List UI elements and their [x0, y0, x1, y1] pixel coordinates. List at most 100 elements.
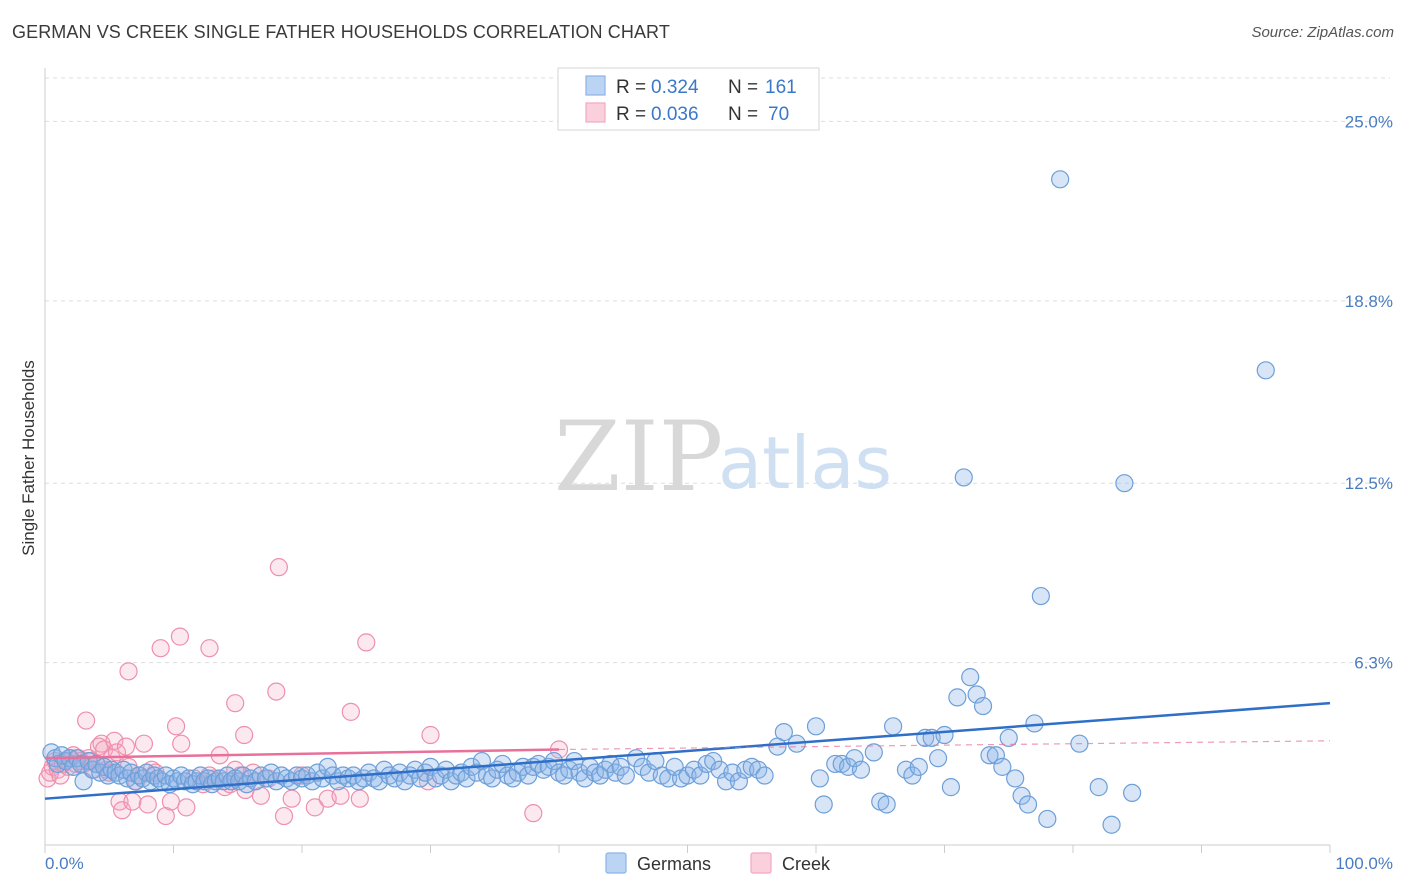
creek-point — [161, 792, 181, 811]
creek-point — [305, 798, 324, 817]
creek-point — [200, 639, 219, 658]
creek-point — [274, 806, 294, 826]
germans-point — [606, 763, 625, 782]
watermark-atlas: atlas — [718, 421, 892, 505]
germans-n-label: N = — [728, 77, 758, 98]
germans-point — [1031, 586, 1050, 606]
germans-point — [1038, 809, 1057, 829]
germans-point — [575, 769, 594, 788]
watermark: ZIP atlas — [554, 401, 892, 513]
creek-point — [123, 792, 142, 811]
germans-point — [416, 763, 435, 782]
germans-point — [877, 795, 896, 814]
germans-point — [928, 749, 948, 768]
trend-lines — [44, 701, 1331, 800]
y-tick-label: 12.5% — [1345, 474, 1393, 493]
creek-point — [119, 662, 138, 681]
germans-point — [845, 749, 864, 768]
germans-point — [483, 769, 502, 788]
creek-point — [235, 725, 254, 745]
creek-point — [170, 627, 190, 646]
legend-creek-swatch — [750, 852, 772, 874]
creek-point — [251, 786, 270, 805]
germans-point — [810, 769, 829, 788]
germans-point — [1102, 815, 1121, 834]
creek-point — [282, 789, 301, 808]
creek-point — [524, 804, 543, 823]
germans-point — [611, 757, 630, 776]
germans-point — [1089, 778, 1108, 797]
creek-swatch — [585, 102, 606, 123]
chart-source: Source: ZipAtlas.com — [1251, 24, 1394, 41]
creek-point — [269, 558, 288, 577]
grid-layer — [45, 77, 1390, 664]
germans-point — [948, 688, 967, 707]
creek-point — [267, 682, 286, 701]
germans-point — [303, 772, 322, 791]
germans-point — [529, 754, 548, 774]
creek-point — [226, 694, 245, 713]
germans-point — [457, 769, 476, 788]
germans-point — [814, 795, 833, 814]
y-tick-label: 18.8% — [1345, 292, 1393, 311]
germans-point — [591, 766, 610, 785]
germans-point — [691, 766, 710, 785]
creek-point — [177, 798, 196, 817]
creek-r-value: 0.036 — [651, 104, 699, 125]
tick-labels: 6.3% 12.5% 18.8% 25.0% 0.0% 100.0% — [45, 112, 1393, 873]
creek-point — [166, 717, 186, 736]
germans-n-value: 161 — [765, 77, 797, 98]
creek-trend-line — [44, 748, 560, 760]
germans-point — [1256, 361, 1275, 380]
watermark-zip: ZIP — [554, 401, 723, 513]
germans-point — [498, 766, 517, 785]
germans-point — [570, 763, 589, 782]
germans-point — [1115, 474, 1134, 493]
x-tick-label: 100.0% — [1335, 854, 1393, 873]
germans-point — [585, 763, 605, 782]
germans-point — [774, 723, 793, 742]
germans-point — [555, 766, 574, 785]
germans-trend-line — [44, 701, 1331, 800]
germans-point — [755, 766, 774, 785]
germans-point — [941, 778, 961, 797]
legend-germans-label: Germans — [637, 854, 711, 874]
germans-point — [1006, 769, 1025, 788]
germans-point — [954, 468, 973, 487]
y-tick-label: 25.0% — [1345, 112, 1393, 131]
germans-swatch — [585, 75, 606, 96]
creek-point — [138, 795, 157, 814]
creek-r-label: R = — [616, 104, 646, 125]
germans-point — [993, 757, 1012, 776]
creek-point — [116, 737, 136, 756]
germans-point — [1025, 714, 1044, 733]
germans-point — [596, 760, 615, 779]
germans-point — [1018, 795, 1038, 814]
germans-point — [967, 685, 986, 704]
germans-point — [961, 668, 980, 687]
y-axis-label: Single Father Households — [19, 360, 38, 556]
germans-point — [503, 769, 522, 788]
series-legend: Germans Creek — [605, 852, 831, 874]
creek-n-value: 70 — [768, 104, 789, 125]
germans-point — [999, 728, 1018, 748]
creek-point — [421, 725, 440, 745]
germans-point — [665, 757, 684, 776]
germans-point — [980, 746, 999, 765]
creek-point — [350, 789, 369, 808]
germans-point — [806, 717, 826, 736]
chart-title: GERMAN VS CREEK SINGLE FATHER HOUSEHOLDS… — [12, 22, 670, 42]
germans-point — [935, 725, 954, 745]
germans-point — [431, 766, 450, 785]
germans-point — [883, 717, 903, 736]
axes-layer — [44, 68, 1331, 853]
creek-point — [331, 786, 350, 805]
creek-point — [77, 711, 96, 730]
creek-point — [151, 639, 170, 658]
germans-point — [339, 769, 358, 788]
creek-point — [105, 731, 124, 750]
germans-r-label: R = — [616, 77, 646, 98]
legend-creek-label: Creek — [782, 854, 831, 874]
creek-trend-extension — [558, 740, 1331, 751]
